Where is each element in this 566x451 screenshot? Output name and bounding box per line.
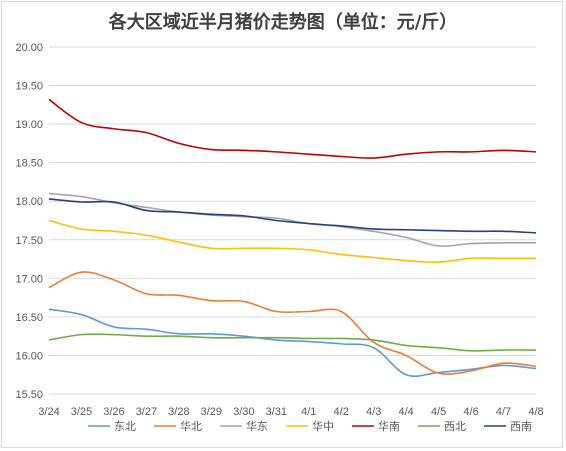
x-tick-label: 4/1 xyxy=(301,406,316,418)
x-tick-label: 3/25 xyxy=(71,406,92,418)
legend-label-5: 华南 xyxy=(378,419,400,433)
x-tick-label: 3/31 xyxy=(266,406,287,418)
legend-label-3: 华东 xyxy=(246,419,268,433)
y-tick-label: 18.00 xyxy=(15,196,43,208)
series-line-5 xyxy=(48,98,537,159)
legend-label-7: 西南 xyxy=(510,420,532,433)
x-tick-label: 4/4 xyxy=(398,406,413,418)
x-tick-label: 4/7 xyxy=(496,406,511,418)
series-line-3 xyxy=(48,192,537,247)
legend-label-1: 东北 xyxy=(114,420,136,433)
y-tick-label: 17.00 xyxy=(15,273,43,285)
chart-title: 各大区域近半月猪价走势图（单位：元/斤） xyxy=(108,12,458,33)
y-tick-label: 18.50 xyxy=(15,158,43,170)
x-tick-label: 3/30 xyxy=(233,406,254,418)
y-tick-label: 15.50 xyxy=(15,389,43,401)
y-tick-label: 17.50 xyxy=(15,235,43,247)
series-line-1 xyxy=(48,308,537,378)
legend-label-4: 华中 xyxy=(312,419,334,433)
x-tick-label: 4/8 xyxy=(528,406,543,418)
series-line-6 xyxy=(48,333,537,352)
x-tick-label: 3/29 xyxy=(201,406,222,418)
x-tick-label: 3/26 xyxy=(103,406,124,418)
series-line-7 xyxy=(48,198,537,234)
y-tick-label: 16.00 xyxy=(15,350,43,362)
x-tick-label: 3/28 xyxy=(168,406,189,418)
x-tick-label: 4/5 xyxy=(431,406,446,418)
y-tick-label: 20.00 xyxy=(15,42,43,54)
legend-label-6: 西北 xyxy=(444,420,466,433)
x-tick-label: 4/3 xyxy=(366,406,381,418)
x-tick-label: 4/6 xyxy=(463,406,478,418)
y-tick-label: 16.50 xyxy=(15,312,43,324)
series-line-2 xyxy=(48,271,537,375)
y-tick-label: 19.00 xyxy=(15,119,43,131)
x-tick-label: 4/2 xyxy=(334,406,349,418)
legend-label-2: 华北 xyxy=(180,419,202,433)
x-tick-label: 3/27 xyxy=(136,406,157,418)
y-tick-label: 19.50 xyxy=(15,81,43,93)
x-tick-label: 3/24 xyxy=(38,406,59,418)
series-line-4 xyxy=(48,219,536,264)
